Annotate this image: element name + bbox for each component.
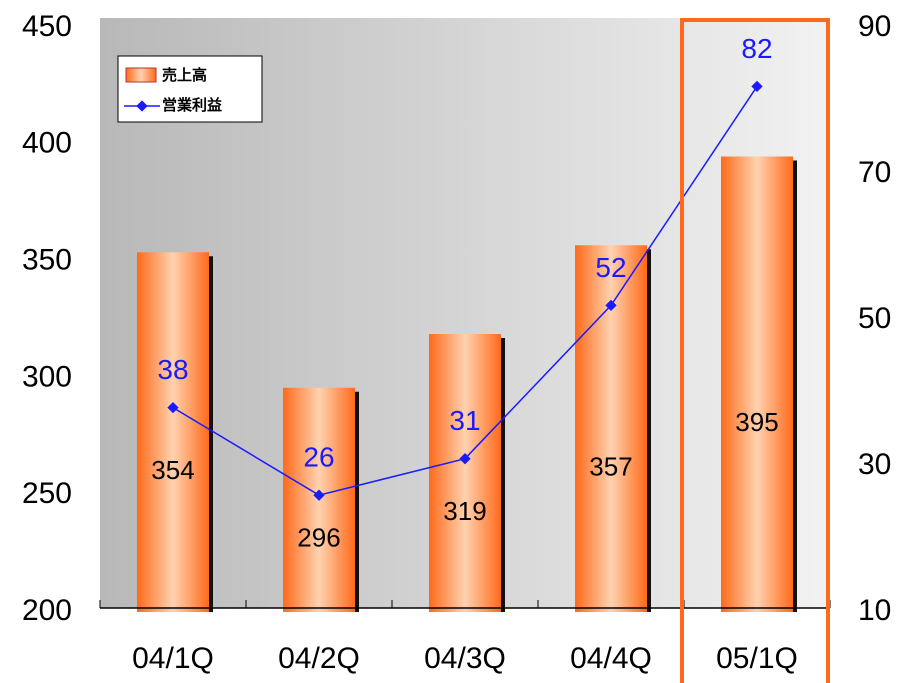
- y-tick-label: 300: [22, 360, 72, 393]
- legend-label: 売上高: [162, 66, 207, 84]
- legend-label: 営業利益: [162, 96, 222, 114]
- y-tick-label: 250: [22, 477, 72, 510]
- bar-label: 357: [589, 451, 632, 481]
- y-tick-label: 450: [22, 10, 72, 43]
- y2-tick-label: 10: [858, 594, 891, 627]
- x-tick-label: 04/4Q: [570, 642, 652, 675]
- y2-tick-label: 90: [858, 10, 891, 43]
- line-label: 82: [741, 33, 772, 64]
- bar: [137, 252, 209, 613]
- line-label: 52: [595, 252, 626, 283]
- highlight-frame: [680, 18, 830, 683]
- line-label: 38: [157, 354, 188, 385]
- bar-label: 395: [735, 407, 778, 437]
- x-tick-label: 04/2Q: [278, 642, 360, 675]
- bar-label: 354: [151, 455, 194, 485]
- bar: [721, 156, 793, 613]
- line-marker: [605, 299, 617, 312]
- line-marker: [459, 453, 471, 465]
- bar-label: 296: [297, 523, 340, 553]
- y2-tick-label: 70: [858, 156, 891, 189]
- line-label: 26: [303, 442, 334, 473]
- x-tick-label: 04/3Q: [424, 642, 506, 675]
- line-marker: [167, 401, 179, 414]
- x-tick-label: 05/1Q: [716, 642, 798, 675]
- y-tick-label: 200: [22, 594, 72, 627]
- legend-swatch: [125, 67, 157, 83]
- y-tick-label: 350: [22, 244, 72, 277]
- line-marker: [313, 489, 325, 501]
- x-tick-label: 04/1Q: [132, 642, 214, 675]
- y-tick-label: 400: [22, 127, 72, 160]
- bar-label: 319: [443, 496, 486, 526]
- y2-tick-label: 30: [858, 448, 891, 481]
- bar: [429, 334, 501, 612]
- y2-tick-label: 50: [858, 302, 891, 335]
- line-label: 31: [449, 405, 480, 436]
